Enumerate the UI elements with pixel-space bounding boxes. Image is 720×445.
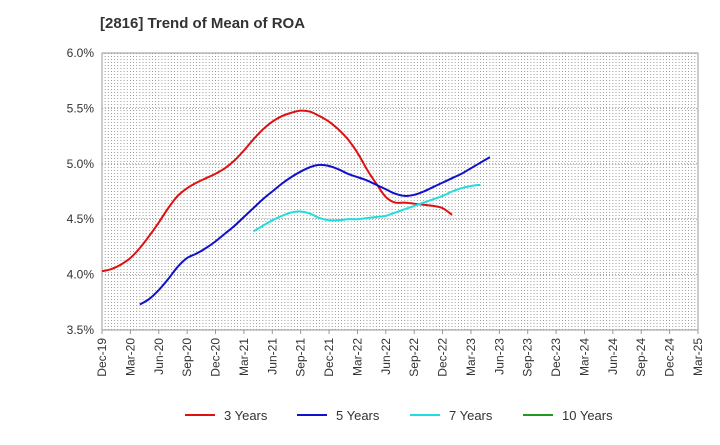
series-line-3-years [101, 109, 453, 273]
x-tick-label: Dec-21 [322, 338, 336, 377]
series-line-7-years [252, 183, 481, 233]
y-tick-label: 4.0% [67, 268, 95, 282]
x-tick-label: Jun-23 [492, 338, 506, 375]
x-tick-label: Jun-20 [152, 338, 166, 375]
plot-frame [101, 52, 699, 331]
x-tick-label: Sep-20 [180, 338, 194, 377]
series-line-5-years [139, 156, 491, 306]
x-tick-label: Mar-22 [350, 338, 364, 376]
x-tick-label: Dec-20 [209, 338, 223, 377]
x-tick-label: Dec-24 [663, 338, 677, 377]
legend-label-10-years: 10 Years [562, 408, 613, 423]
x-tick-label: Sep-22 [407, 338, 421, 377]
x-tick-label: Sep-24 [634, 338, 648, 377]
chart-title: [2816] Trend of Mean of ROA [100, 15, 305, 32]
grid-layer [101, 52, 699, 331]
y-tick-label: 5.0% [67, 157, 95, 171]
x-tick-label: Mar-25 [691, 338, 705, 376]
legend: 3 Years 5 Years 7 Years 10 Years [185, 408, 613, 423]
x-tick-label: Mar-20 [123, 338, 137, 376]
axis-layer: 3.5% 4.0% 4.5% 5.0% 5.5% 6.0% Dec-19 Mar-20 Jun-… [67, 46, 705, 377]
x-tick-label: Dec-22 [436, 338, 450, 377]
y-tick-label: 5.5% [67, 101, 95, 115]
x-tick-label: Sep-21 [294, 338, 308, 377]
y-tick-label: 4.5% [67, 212, 95, 226]
legend-label-5-years: 5 Years [336, 408, 380, 423]
y-tick-label: 3.5% [67, 323, 95, 337]
x-tick-label: Sep-23 [521, 338, 535, 377]
x-tick-label: Dec-23 [549, 338, 563, 377]
x-tick-label: Jun-22 [379, 338, 393, 375]
x-tick-label: Mar-24 [577, 338, 591, 376]
x-tick-label: Jun-24 [606, 338, 620, 375]
legend-label-7-years: 7 Years [449, 408, 493, 423]
series-layer [101, 109, 491, 306]
x-tick-label: Mar-21 [237, 338, 251, 376]
legend-label-3-years: 3 Years [224, 408, 268, 423]
x-tick-label: Jun-21 [265, 338, 279, 375]
x-tick-label: Mar-23 [464, 338, 478, 376]
y-tick-label: 6.0% [67, 46, 95, 60]
x-tick-label: Dec-19 [95, 338, 109, 377]
